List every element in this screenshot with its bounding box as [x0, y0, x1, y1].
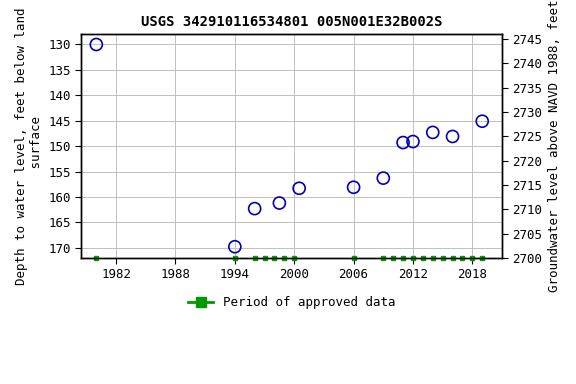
Point — [230, 244, 240, 250]
Point — [275, 200, 284, 206]
Title: USGS 342910116534801 005N001E32B002S: USGS 342910116534801 005N001E32B002S — [141, 15, 442, 29]
Point — [408, 139, 418, 145]
Y-axis label: Groundwater level above NAVD 1988, feet: Groundwater level above NAVD 1988, feet — [548, 0, 561, 292]
Point — [428, 129, 437, 136]
Point — [478, 118, 487, 124]
Legend: Period of approved data: Period of approved data — [183, 291, 400, 314]
Point — [92, 41, 101, 48]
Point — [349, 184, 358, 190]
Point — [378, 175, 388, 181]
Y-axis label: Depth to water level, feet below land
 surface: Depth to water level, feet below land su… — [15, 7, 43, 285]
Point — [448, 133, 457, 139]
Point — [399, 139, 408, 146]
Point — [294, 185, 304, 191]
Point — [250, 205, 259, 212]
